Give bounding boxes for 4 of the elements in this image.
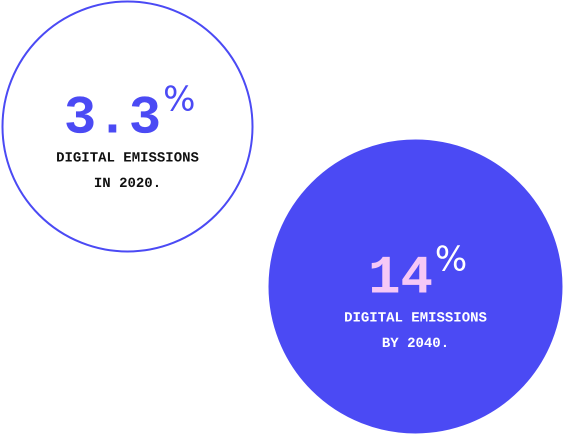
data-label: 3.3%	[64, 80, 196, 150]
category-label: DIGITAL EMISSIONS IN 2020.	[56, 150, 199, 192]
category-label: DIGITAL EMISSIONS BY 2040.	[344, 310, 487, 352]
data-label: 14%	[368, 240, 468, 310]
